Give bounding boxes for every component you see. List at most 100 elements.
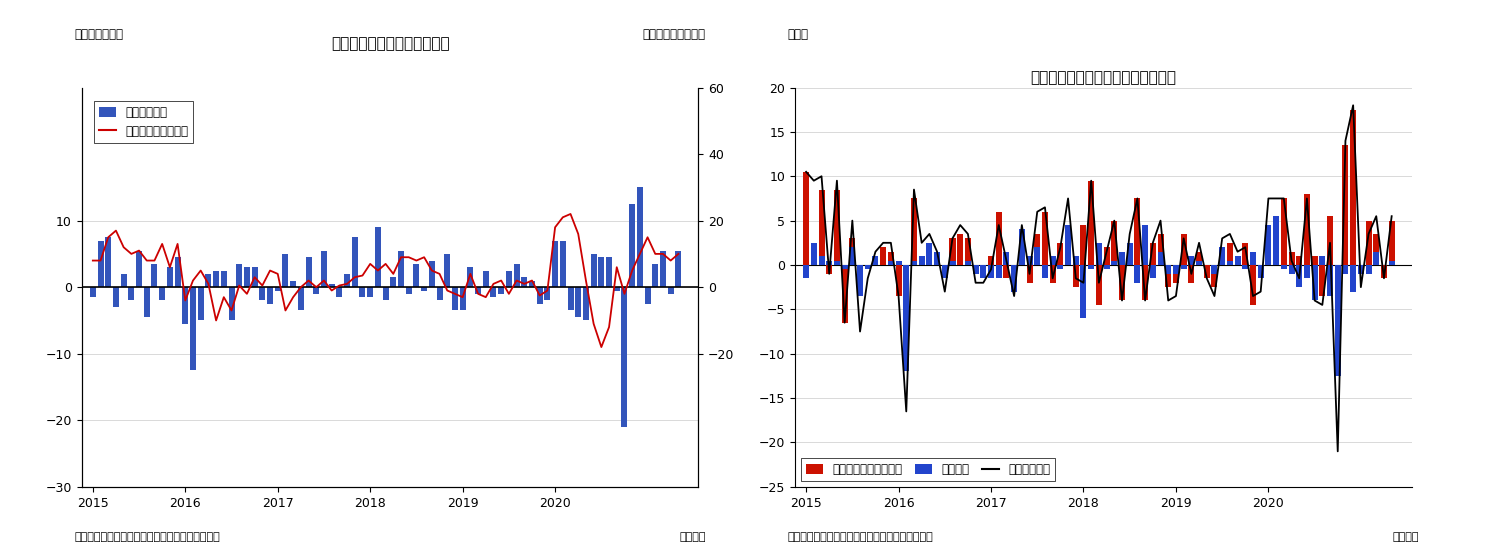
Bar	[841, 265, 847, 323]
Bar	[1104, 265, 1110, 270]
Bar	[198, 287, 204, 321]
Bar	[505, 271, 511, 287]
Bar	[1172, 265, 1178, 274]
Bar	[459, 287, 465, 311]
Bar	[911, 199, 917, 265]
Bar	[935, 252, 941, 265]
Bar	[1112, 220, 1117, 265]
Bar	[1211, 265, 1217, 287]
Bar	[360, 287, 366, 297]
Text: （月次）: （月次）	[679, 532, 706, 542]
Bar	[1095, 265, 1103, 305]
Bar	[1219, 247, 1224, 265]
Bar	[834, 190, 840, 265]
Bar	[374, 228, 380, 287]
Bar	[865, 265, 871, 270]
Bar	[260, 287, 266, 300]
Bar	[1250, 252, 1256, 265]
Bar	[560, 241, 566, 287]
Bar	[942, 265, 948, 278]
Bar	[1274, 216, 1279, 265]
Bar	[1058, 243, 1064, 265]
Bar	[1181, 234, 1187, 265]
Bar	[996, 265, 1002, 278]
Bar	[1296, 265, 1302, 287]
Bar	[903, 265, 909, 305]
Bar	[973, 265, 979, 274]
Bar	[297, 287, 303, 311]
Bar	[159, 287, 165, 300]
Bar	[490, 287, 496, 297]
Bar	[950, 238, 955, 265]
Bar	[590, 254, 597, 287]
Bar	[1334, 265, 1340, 331]
Bar	[957, 234, 963, 265]
Bar	[1196, 260, 1202, 265]
Bar	[1303, 194, 1311, 265]
Bar	[1281, 199, 1287, 265]
Bar	[1165, 265, 1171, 274]
Bar	[553, 241, 559, 287]
Bar	[1119, 252, 1125, 265]
Bar	[1010, 265, 1016, 270]
Bar	[1172, 265, 1178, 283]
Bar	[614, 287, 620, 290]
Bar	[880, 247, 886, 265]
Bar	[1235, 260, 1241, 265]
Bar	[1250, 265, 1256, 305]
Bar	[819, 256, 825, 265]
Bar	[452, 287, 458, 311]
Bar	[1034, 234, 1040, 265]
Bar	[1351, 110, 1357, 265]
Bar	[973, 265, 979, 274]
Bar	[1073, 265, 1079, 287]
Bar	[988, 265, 994, 278]
Bar	[1342, 265, 1348, 274]
Bar	[1366, 220, 1372, 265]
Title: 住宅着工許可件数前月比（寄与度）: 住宅着工許可件数前月比（寄与度）	[1030, 70, 1177, 85]
Bar	[1334, 265, 1340, 376]
Bar	[1150, 265, 1156, 278]
Bar	[645, 287, 651, 304]
Bar	[1327, 216, 1333, 265]
Bar	[660, 251, 666, 287]
Bar	[583, 287, 588, 321]
Bar	[1019, 260, 1025, 265]
Bar	[918, 256, 924, 265]
Bar	[1143, 225, 1149, 265]
Bar	[205, 274, 211, 287]
Bar	[1019, 230, 1025, 265]
Bar	[599, 257, 605, 287]
Bar	[942, 265, 948, 278]
Bar	[1227, 260, 1233, 265]
Bar	[637, 188, 643, 287]
Bar	[152, 264, 158, 287]
Bar	[1189, 256, 1195, 265]
Bar	[413, 264, 419, 287]
Bar	[468, 267, 474, 287]
Bar	[1235, 256, 1241, 265]
Bar	[1388, 260, 1395, 265]
Bar	[575, 287, 581, 317]
Bar	[1095, 243, 1103, 265]
Bar	[872, 256, 878, 265]
Bar	[1158, 234, 1164, 265]
Bar	[675, 251, 682, 287]
Bar	[865, 265, 871, 270]
Bar	[834, 260, 840, 265]
Bar	[529, 281, 535, 287]
Bar	[1181, 265, 1187, 270]
Bar	[1312, 256, 1318, 265]
Text: （％）: （％）	[788, 28, 808, 41]
Bar	[483, 271, 489, 287]
Bar	[437, 287, 443, 300]
Bar	[1373, 234, 1379, 265]
Bar	[444, 254, 450, 287]
Bar	[850, 238, 856, 265]
Bar	[1150, 243, 1156, 265]
Bar	[802, 265, 808, 278]
Bar	[1158, 252, 1164, 265]
Bar	[811, 243, 817, 265]
Bar	[1073, 256, 1079, 265]
Bar	[183, 287, 189, 324]
